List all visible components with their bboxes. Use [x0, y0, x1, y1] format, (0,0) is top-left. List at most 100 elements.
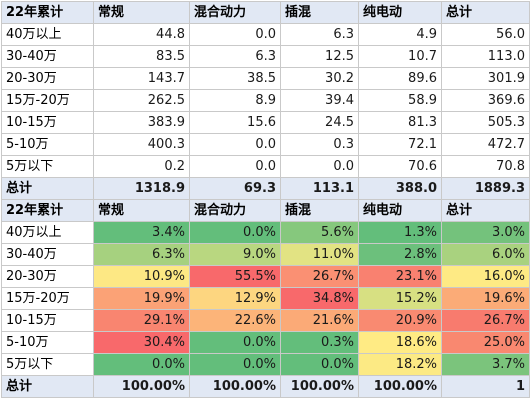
- value-cell: 8.9: [189, 89, 281, 112]
- table-row: 20-30万 10.9% 55.5% 26.7% 23.1% 16.0%: [1, 265, 530, 288]
- value-cell: 3.7%: [441, 353, 530, 376]
- table-row: 5万以下 0.2 0.0 0.0 70.6 70.8: [1, 155, 530, 178]
- value-cell: 44.8: [93, 23, 190, 46]
- value-cell: 472.7: [441, 133, 530, 156]
- column-header: 常规: [93, 1, 190, 24]
- column-header: 22年累计: [1, 199, 94, 222]
- total-row: 总计 1318.9 69.3 113.1 388.0 1889.3: [1, 177, 530, 200]
- value-cell: 21.6%: [280, 309, 359, 332]
- value-cell: 301.9: [441, 67, 530, 90]
- value-cell: 20.9%: [358, 309, 442, 332]
- value-cell: 143.7: [93, 67, 190, 90]
- row-label: 5-10万: [1, 331, 94, 354]
- row-label: 5-10万: [1, 133, 94, 156]
- total-cell: 100.00%: [189, 375, 281, 398]
- value-cell: 0.3%: [280, 331, 359, 354]
- value-cell: 22.6%: [189, 309, 281, 332]
- total-cell: 100.00%: [280, 375, 359, 398]
- value-cell: 6.3: [280, 23, 359, 46]
- value-cell: 15.6: [189, 111, 281, 134]
- column-header: 插混: [280, 199, 359, 222]
- value-cell: 34.8%: [280, 287, 359, 310]
- value-cell: 23.1%: [358, 265, 442, 288]
- value-cell: 70.8: [441, 155, 530, 178]
- value-cell: 0.3: [280, 133, 359, 156]
- value-cell: 83.5: [93, 45, 190, 68]
- column-header: 纯电动: [358, 1, 442, 24]
- value-cell: 3.4%: [93, 221, 190, 244]
- value-cell: 72.1: [358, 133, 442, 156]
- value-cell: 81.3: [358, 111, 442, 134]
- value-cell: 6.3%: [93, 243, 190, 266]
- value-cell: 0.0%: [93, 353, 190, 376]
- value-cell: 4.9: [358, 23, 442, 46]
- row-label: 20-30万: [1, 67, 94, 90]
- table-row: 40万以上 3.4% 0.0% 5.6% 1.3% 3.0%: [1, 221, 530, 244]
- total-cell: 1889.3: [441, 177, 530, 200]
- value-cell: 26.7%: [280, 265, 359, 288]
- row-label: 40万以上: [1, 221, 94, 244]
- column-header: 纯电动: [358, 199, 442, 222]
- value-cell: 38.5: [189, 67, 281, 90]
- value-cell: 39.4: [280, 89, 359, 112]
- total-cell: 388.0: [358, 177, 442, 200]
- value-cell: 89.6: [358, 67, 442, 90]
- row-label: 10-15万: [1, 111, 94, 134]
- value-cell: 10.7: [358, 45, 442, 68]
- value-cell: 3.0%: [441, 221, 530, 244]
- header-row: 22年累计 常规 混合动力 插混 纯电动 总计: [1, 199, 530, 222]
- total-cell: 113.1: [280, 177, 359, 200]
- value-cell: 24.5: [280, 111, 359, 134]
- value-cell: 55.5%: [189, 265, 281, 288]
- total-cell: 100.00%: [358, 375, 442, 398]
- value-cell: 30.2: [280, 67, 359, 90]
- table-row: 10-15万 383.9 15.6 24.5 81.3 505.3: [1, 111, 530, 134]
- value-cell: 113.0: [441, 45, 530, 68]
- value-cell: 6.0%: [441, 243, 530, 266]
- table-row: 30-40万 83.5 6.3 12.5 10.7 113.0: [1, 45, 530, 68]
- row-label: 总计: [1, 375, 94, 398]
- total-cell: 100.00%: [93, 375, 190, 398]
- value-cell: 18.2%: [358, 353, 442, 376]
- value-cell: 15.2%: [358, 287, 442, 310]
- table-row: 15万-20万 19.9% 12.9% 34.8% 15.2% 19.6%: [1, 287, 530, 310]
- value-cell: 56.0: [441, 23, 530, 46]
- total-cell: 1318.9: [93, 177, 190, 200]
- column-header: 常规: [93, 199, 190, 222]
- table-row: 5-10万 30.4% 0.0% 0.3% 18.6% 25.0%: [1, 331, 530, 354]
- column-header: 总计: [441, 1, 530, 24]
- value-cell: 16.0%: [441, 265, 530, 288]
- value-cell: 2.8%: [358, 243, 442, 266]
- value-cell: 26.7%: [441, 309, 530, 332]
- value-cell: 70.6: [358, 155, 442, 178]
- value-cell: 0.0%: [189, 353, 281, 376]
- column-header: 22年累计: [1, 1, 94, 24]
- header-row: 22年累计 常规 混合动力 插混 纯电动 总计: [1, 1, 530, 24]
- value-cell: 19.9%: [93, 287, 190, 310]
- row-label: 总计: [1, 177, 94, 200]
- value-cell: 0.0: [189, 155, 281, 178]
- row-label: 20-30万: [1, 265, 94, 288]
- value-cell: 5.6%: [280, 221, 359, 244]
- value-cell: 12.5: [280, 45, 359, 68]
- row-label: 15万-20万: [1, 89, 94, 112]
- column-header: 混合动力: [189, 1, 281, 24]
- value-cell: 29.1%: [93, 309, 190, 332]
- value-cell: 0.0: [189, 133, 281, 156]
- table-row: 15万-20万 262.5 8.9 39.4 58.9 369.6: [1, 89, 530, 112]
- column-header: 插混: [280, 1, 359, 24]
- value-cell: 0.0%: [189, 221, 281, 244]
- value-cell: 400.3: [93, 133, 190, 156]
- value-cell: 0.0%: [280, 353, 359, 376]
- row-label: 5万以下: [1, 155, 94, 178]
- value-cell: 25.0%: [441, 331, 530, 354]
- row-label: 15万-20万: [1, 287, 94, 310]
- value-cell: 383.9: [93, 111, 190, 134]
- value-cell: 6.3: [189, 45, 281, 68]
- value-cell: 30.4%: [93, 331, 190, 354]
- value-cell: 9.0%: [189, 243, 281, 266]
- value-cell: 12.9%: [189, 287, 281, 310]
- row-label: 10-15万: [1, 309, 94, 332]
- value-cell: 0.0%: [189, 331, 281, 354]
- row-label: 40万以上: [1, 23, 94, 46]
